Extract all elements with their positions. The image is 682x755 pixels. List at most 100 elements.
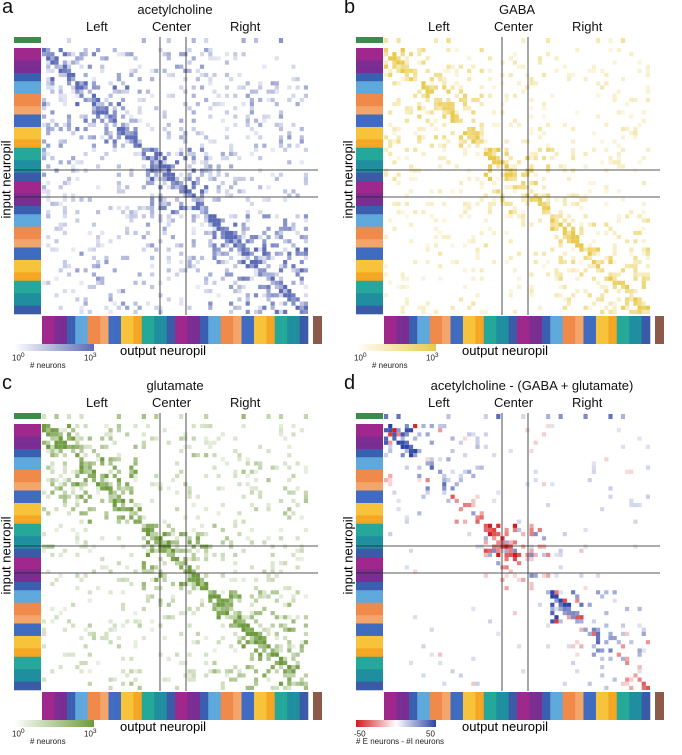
heatmap-cell	[283, 189, 288, 194]
row-band	[14, 293, 41, 298]
heatmap-cell	[303, 181, 308, 186]
heatmap-cell	[388, 432, 393, 437]
heatmap-cell	[112, 106, 117, 111]
heatmap-cell	[438, 102, 443, 107]
heatmap-cell	[258, 631, 263, 636]
heatmap-cell	[253, 255, 259, 260]
heatmap-cell	[125, 486, 130, 491]
heatmap-cell	[303, 490, 308, 495]
heatmap-cell	[562, 197, 567, 202]
heatmap-cell	[253, 619, 259, 624]
heatmap-cell	[204, 72, 209, 78]
heatmap-cell	[199, 424, 205, 429]
heatmap-cell	[562, 218, 567, 223]
heatmap-cell	[537, 126, 542, 132]
heatmap-cell	[79, 444, 84, 449]
heatmap-cell	[645, 147, 650, 152]
heatmap-cell	[413, 424, 418, 429]
heatmap-cell	[274, 669, 279, 674]
row-band	[14, 619, 41, 624]
heatmap-cell	[120, 606, 126, 612]
heatmap-cell	[287, 160, 292, 165]
heatmap-cell	[87, 519, 92, 524]
heatmap-cell	[91, 135, 97, 140]
heatmap-cell	[400, 432, 405, 437]
heatmap-cell	[71, 428, 76, 433]
column-band	[278, 316, 284, 344]
row-band	[356, 615, 383, 620]
heatmap-cell	[504, 573, 509, 578]
row-band	[14, 247, 41, 252]
heatmap-cell	[554, 293, 559, 298]
heatmap-cell	[241, 176, 246, 181]
heatmap-cell	[175, 685, 180, 690]
heatmap-cell	[199, 189, 205, 194]
heatmap-cell	[75, 89, 80, 94]
heatmap-cell	[79, 197, 84, 202]
heatmap-cell	[108, 297, 113, 302]
heatmap-cell	[529, 544, 534, 549]
heatmap-cell	[42, 151, 47, 157]
heatmap-cell	[191, 160, 196, 165]
heatmap-cell	[195, 181, 200, 186]
heatmap-cell	[46, 210, 51, 215]
heatmap-cell	[525, 172, 530, 177]
heatmap-cell	[608, 259, 613, 265]
heatmap-cell	[249, 201, 254, 206]
heatmap-cell	[303, 623, 308, 628]
heatmap-cell	[66, 64, 72, 69]
heatmap-cell	[529, 272, 534, 277]
heatmap-cell	[458, 473, 463, 479]
heatmap-cell	[270, 611, 275, 616]
heatmap-cell	[421, 151, 426, 157]
heatmap-cell	[191, 577, 196, 582]
heatmap-cell	[199, 168, 205, 173]
heatmap-cell	[278, 428, 284, 433]
row-band	[14, 255, 41, 261]
heatmap-cell	[291, 652, 296, 657]
heatmap-cell	[274, 465, 279, 470]
heatmap-cell	[500, 72, 505, 78]
heatmap-cell	[187, 164, 192, 169]
heatmap-cell	[479, 544, 484, 549]
heatmap-cell	[496, 552, 501, 557]
column-band	[625, 692, 630, 720]
heatmap-cell	[204, 276, 209, 281]
heatmap-cell	[62, 230, 67, 236]
heatmap-cell	[429, 424, 434, 429]
heatmap-cell	[287, 586, 292, 591]
heatmap-cell	[303, 226, 308, 231]
heatmap-cell	[587, 68, 592, 73]
column-band	[562, 316, 568, 344]
heatmap-cell	[504, 557, 509, 562]
heatmap-cell	[125, 52, 130, 57]
heatmap-cell	[625, 305, 630, 310]
heatmap-cell	[266, 502, 271, 508]
heatmap-cell	[129, 515, 134, 520]
heatmap-cell	[150, 201, 155, 206]
heatmap-cell	[512, 176, 517, 181]
heatmap-cell	[183, 569, 188, 574]
heatmap-cell	[637, 297, 642, 302]
heatmap-cell	[233, 114, 238, 119]
heatmap-cell	[62, 193, 67, 198]
heatmap-cell	[58, 486, 63, 491]
heatmap-cell	[237, 284, 242, 290]
heatmap-cell	[616, 640, 621, 645]
heatmap-cell	[87, 89, 92, 94]
heatmap-cell	[262, 230, 267, 236]
heatmap-cell	[66, 444, 72, 449]
heatmap-cell	[166, 72, 171, 78]
heatmap-cell	[620, 147, 626, 152]
heatmap-cell	[220, 243, 225, 248]
heatmap-cell	[79, 465, 84, 470]
heatmap-cell	[258, 494, 263, 499]
heatmap-cell	[162, 181, 167, 186]
heatmap-cell	[404, 64, 409, 69]
heatmap-cell	[42, 490, 47, 495]
column-band	[512, 316, 518, 344]
column-band	[454, 316, 460, 344]
heatmap-cell	[633, 297, 638, 302]
heatmap-cell	[187, 673, 192, 678]
heatmap-cell	[87, 681, 92, 686]
